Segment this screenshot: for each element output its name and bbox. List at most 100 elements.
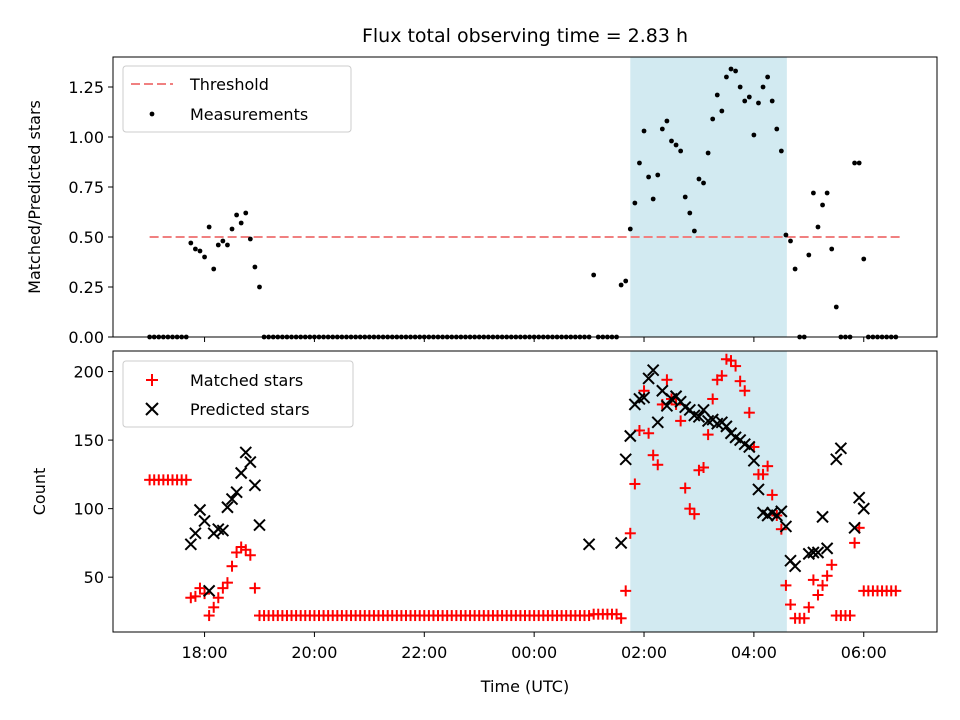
x-axis-label: Time (UTC) <box>480 677 569 696</box>
predicted-star-point <box>642 372 655 385</box>
measurement-point <box>202 254 207 260</box>
legend-matched-swatch <box>146 374 158 386</box>
measurement-point <box>623 278 629 284</box>
bottom-y-tick-label: 100 <box>73 500 104 519</box>
matched-star-point <box>798 612 810 624</box>
bottom-legend-box <box>122 360 354 428</box>
bottom-markers <box>144 353 902 624</box>
matched-star-point <box>615 612 627 624</box>
measurement-point <box>687 210 693 216</box>
measurement-point <box>820 202 825 208</box>
matched-star-point <box>620 585 632 597</box>
matched-star-point <box>785 599 797 611</box>
matched-star-point <box>730 360 742 372</box>
predicted-star-point <box>848 521 861 535</box>
matched-star-point <box>812 589 824 601</box>
predicted-star-point <box>248 479 262 492</box>
predicted-star-point-b <box>646 363 660 377</box>
x-tick-label: 06:00 <box>841 643 887 662</box>
top-y-tick-label: 1.00 <box>68 128 104 147</box>
measurement-point <box>220 238 226 244</box>
bottom-legend: Matched stars Predicted stars <box>122 360 354 428</box>
predicted-star-point <box>697 403 710 417</box>
measurement-point <box>650 196 656 202</box>
predicted-star-point-b <box>679 400 692 414</box>
measurement-point <box>206 224 212 230</box>
predicted-star-point <box>216 524 230 537</box>
predicted-star-point-b <box>747 454 761 467</box>
matched-star-point <box>707 393 719 405</box>
top-x-ticks <box>204 337 865 342</box>
predicted-star-point <box>234 466 248 480</box>
measurement-point <box>724 74 729 80</box>
predicted-star-point <box>202 584 216 598</box>
bottom-axes-frame <box>112 350 938 633</box>
bottom-observing-window <box>630 351 787 632</box>
matched-star-point <box>647 449 659 461</box>
measurement-point <box>632 200 638 206</box>
measurement-point <box>811 190 816 196</box>
matched-star-point <box>757 468 769 480</box>
predicted-star-point <box>692 410 706 424</box>
predicted-star-point <box>788 559 802 573</box>
matched-star-point <box>780 579 792 591</box>
predicted-star-point-b <box>656 384 669 397</box>
predicted-star-point <box>816 510 829 524</box>
bottom-y-axis-label: Count <box>30 468 49 516</box>
predicted-star-point <box>834 442 848 455</box>
bottom-x-ticks: 18:00 20:00 22:00 00:00 02:00 04:00 06:00 <box>182 632 887 662</box>
matched-star-point <box>249 582 261 594</box>
measurement-point <box>769 98 775 104</box>
measurement-point <box>247 236 253 242</box>
matched-star-point <box>817 579 829 591</box>
predicted-star-point-b <box>619 453 632 466</box>
predicted-star-point-b <box>225 492 239 506</box>
measurement-point <box>215 242 221 248</box>
matched-star-point <box>743 407 755 419</box>
matched-star-point <box>739 385 751 397</box>
measurement-point <box>751 132 757 138</box>
predicted-star-point <box>624 429 637 443</box>
measurement-point <box>728 66 734 72</box>
top-legend-box <box>122 65 352 133</box>
matched-star-point <box>180 474 192 486</box>
predicted-star-point-b <box>184 538 198 551</box>
predicted-star-point <box>619 453 632 466</box>
predicted-star-point-b <box>202 584 216 598</box>
bottom-y-tick-label: 150 <box>73 431 104 450</box>
measurement-point <box>778 148 784 154</box>
x-tick-label: 18:00 <box>182 643 228 662</box>
matched-star-point <box>775 523 787 535</box>
top-legend: Threshold Measurements <box>122 65 352 133</box>
matched-star-point <box>734 375 746 387</box>
chart-title: Flux total observing time = 2.83 h <box>362 25 688 47</box>
predicted-star-point <box>811 546 825 559</box>
predicted-star-point-b <box>811 546 825 559</box>
legend-predicted-swatch <box>145 402 159 416</box>
measurement-point <box>234 212 240 218</box>
matched-star-point <box>698 462 710 474</box>
predicted-star-point-b <box>642 372 655 385</box>
x-tick-label: 02:00 <box>621 643 667 662</box>
predicted-star-point-b <box>765 506 779 519</box>
measurement-point <box>646 174 651 180</box>
measurement-point <box>691 228 697 234</box>
bottom-y-ticks: 50 100 150 200 <box>73 363 113 587</box>
matched-star-point <box>702 429 714 441</box>
measurement-point <box>733 68 738 74</box>
measurement-point <box>710 116 716 122</box>
predicted-star-point <box>646 363 660 377</box>
measurement-point <box>829 246 835 252</box>
predicted-star-point-b <box>221 501 234 514</box>
measurement-point <box>856 160 862 166</box>
matched-star-point <box>661 374 673 386</box>
measurement-point <box>714 92 720 98</box>
matched-star-point <box>675 415 687 427</box>
matched-star-point <box>652 459 664 471</box>
measurement-point <box>193 246 198 252</box>
predicted-star-point-b <box>230 485 243 499</box>
predicted-star-point-b <box>756 506 770 519</box>
matched-star-point <box>244 549 256 561</box>
measurement-point <box>742 98 748 104</box>
predicted-star-point <box>820 542 834 555</box>
